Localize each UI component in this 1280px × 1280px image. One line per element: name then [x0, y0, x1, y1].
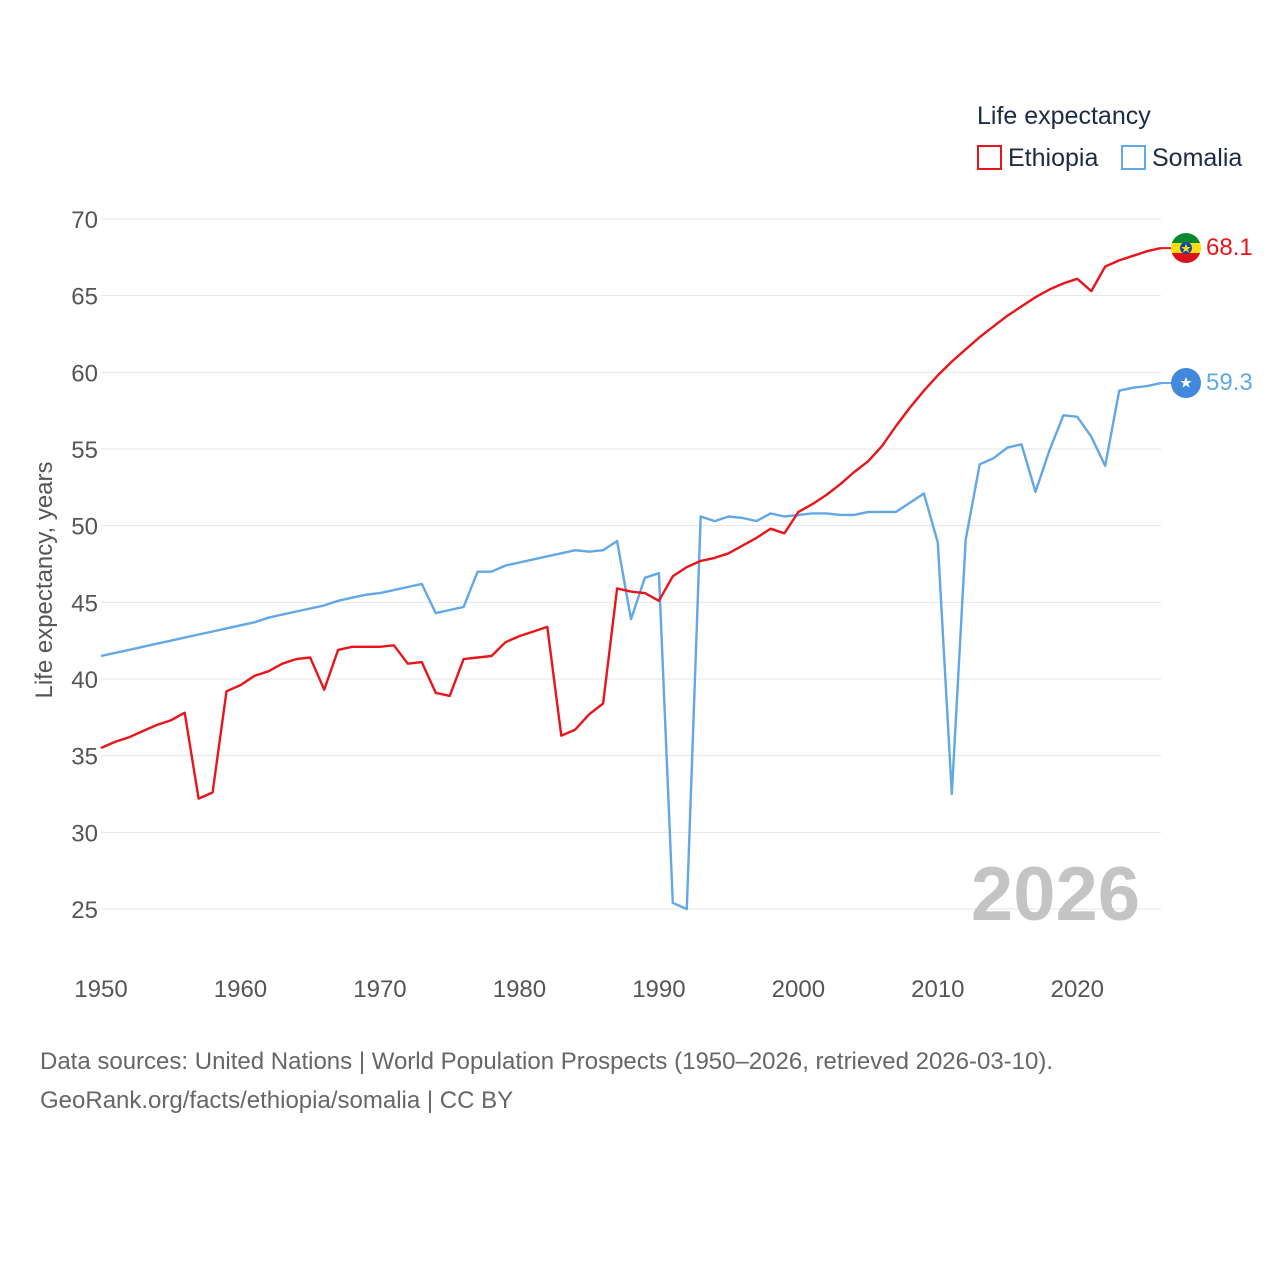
- legend-label-ethiopia: Ethiopia: [1008, 144, 1098, 172]
- x-axis-ticks: 1950 1960 1970 1980 1990 2000 2010 2020: [74, 976, 1104, 1003]
- data-sources-line: Data sources: United Nations | World Pop…: [40, 1048, 1054, 1075]
- legend-item-ethiopia[interactable]: Ethiopia: [977, 144, 1098, 172]
- x-tick-label: 2020: [1051, 976, 1104, 1003]
- y-tick-label: 70: [71, 207, 98, 234]
- x-tick-label: 1990: [632, 976, 685, 1003]
- attribution-line[interactable]: GeoRank.org/facts/ethiopia/somalia | CC …: [40, 1087, 514, 1114]
- y-tick-label: 60: [71, 360, 98, 387]
- y-axis-ticks: 25 30 35 40 45 50 55 60 65 70: [71, 207, 98, 924]
- y-tick-label: 65: [71, 284, 98, 311]
- y-tick-label: 50: [71, 514, 98, 541]
- x-tick-label: 1970: [353, 976, 406, 1003]
- legend-item-somalia[interactable]: Somalia: [1121, 144, 1242, 172]
- somalia-flag: [1171, 368, 1201, 398]
- y-tick-label: 25: [71, 897, 98, 924]
- somalia-end-value: 59.3: [1206, 369, 1253, 396]
- series-lines: [100, 246, 1172, 911]
- legend: Life expectancy Ethiopia Somalia: [977, 102, 1242, 172]
- footer: Data sources: United Nations | World Pop…: [40, 1042, 1240, 1120]
- x-tick-label: 1980: [493, 976, 546, 1003]
- y-axis-label: Life expectancy, years: [31, 461, 58, 698]
- y-tick-label: 40: [71, 667, 98, 694]
- y-tick-label: 30: [71, 820, 98, 847]
- legend-label-somalia: Somalia: [1152, 144, 1242, 172]
- legend-swatch-ethiopia: [977, 145, 1002, 170]
- ethiopia-flag: [1171, 233, 1201, 263]
- series-line-somalia: [100, 381, 1162, 911]
- legend-swatch-somalia: [1121, 145, 1146, 170]
- ethiopia-end-value: 68.1: [1206, 234, 1253, 261]
- y-tick-label: 35: [71, 744, 98, 771]
- gridlines: [101, 218, 1161, 910]
- y-tick-label: 45: [71, 590, 98, 617]
- year-watermark: 2026: [971, 852, 1140, 937]
- x-tick-label: 1960: [214, 976, 267, 1003]
- x-tick-label: 2000: [772, 976, 825, 1003]
- x-tick-label: 1950: [74, 976, 127, 1003]
- x-tick-label: 2010: [911, 976, 964, 1003]
- legend-title: Life expectancy: [977, 102, 1151, 130]
- series-line-ethiopia: [100, 246, 1162, 800]
- y-tick-label: 55: [71, 437, 98, 464]
